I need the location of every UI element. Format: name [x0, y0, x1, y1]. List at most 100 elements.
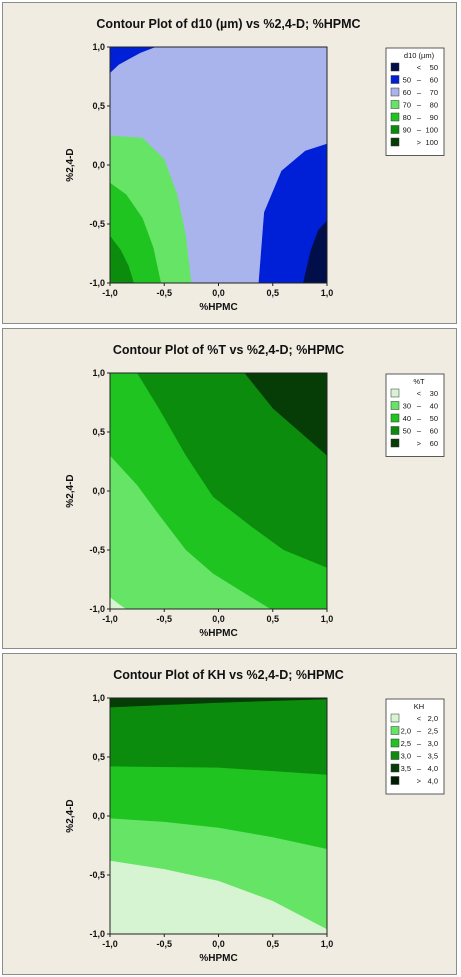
y-tick-label: 0,5: [92, 101, 105, 111]
contour-chart-percent-t: Contour Plot of %T vs %2,4-D; %HPMC-1,0-…: [65, 343, 445, 639]
legend-entry-label: 50: [430, 63, 438, 72]
legend-entry-label: 50: [430, 414, 438, 423]
y-tick-label: -0,5: [89, 870, 105, 880]
y-tick-label: 0,5: [92, 752, 105, 762]
legend-entry-label: 60: [403, 88, 411, 97]
y-axis-label: %2,4-D: [65, 474, 76, 507]
legend-entry-label: 90: [403, 126, 411, 135]
x-tick-label: 0,5: [266, 939, 279, 949]
contour-panel-percent-t: Contour Plot of %T vs %2,4-D; %HPMC -1,0-…: [2, 328, 457, 649]
x-tick-label: -1,0: [102, 288, 118, 298]
legend-entry-label: 80: [403, 113, 411, 122]
legend-swatch: [390, 413, 400, 423]
x-tick-label: -0,5: [156, 939, 172, 949]
legend-entry-label: <: [417, 63, 422, 72]
legend-swatch: [390, 137, 400, 147]
legend-swatch: [390, 713, 400, 723]
contour-region-6: [110, 235, 134, 283]
legend-entry-label: 4,0: [428, 777, 438, 786]
contour-region-2: [258, 143, 327, 283]
legend-entry-label: 80: [430, 101, 438, 110]
y-tick-label: 1,0: [92, 368, 105, 378]
legend-entry-label: –: [417, 764, 422, 773]
legend-entry-label: 60: [430, 427, 438, 436]
legend-entry-label: –: [417, 752, 422, 761]
y-tick-label: -0,5: [89, 545, 105, 555]
legend-entry-label: 70: [430, 88, 438, 97]
legend-entry-label: >: [417, 439, 422, 448]
legend-entry-label: –: [417, 76, 422, 85]
y-tick-label: -1,0: [89, 929, 105, 939]
chart-legend: KH< 2,02,0–2,52,5–3,03,0–3,53,5–4,0> 4,0: [385, 698, 445, 795]
legend-entry-label: 70: [403, 101, 411, 110]
y-tick-label: -1,0: [89, 278, 105, 288]
contour-region-5: [110, 922, 127, 934]
legend-entry-label: 60: [430, 76, 438, 85]
legend-swatch: [390, 426, 400, 435]
legend-entry-label: 40: [403, 414, 411, 423]
chart-title: Contour Plot of KH vs %2,4-D; %HPMC: [113, 668, 344, 682]
contour-region-4: [110, 860, 327, 934]
x-tick-label: -1,0: [102, 614, 118, 624]
legend-entry-label: >: [417, 777, 422, 786]
legend-entry-label: –: [417, 101, 422, 110]
x-tick-label: 0,0: [212, 614, 225, 624]
legend-entry-label: <: [417, 389, 422, 398]
legend-entry-label: –: [417, 414, 422, 423]
legend-entry-label: 4,0: [428, 764, 438, 773]
legend-title: %T: [413, 377, 425, 386]
legend-entry-label: –: [417, 427, 422, 436]
x-tick-label: -1,0: [102, 939, 118, 949]
legend-swatch: [390, 751, 400, 760]
x-tick-label: -0,5: [156, 288, 172, 298]
x-tick-label: -0,5: [156, 614, 172, 624]
y-tick-label: 0,0: [92, 486, 105, 496]
legend-swatch: [390, 87, 400, 97]
chart-title: Contour Plot of %T vs %2,4-D; %HPMC: [113, 343, 344, 357]
legend-swatch: [390, 75, 400, 84]
legend-entry-label: 3,0: [401, 752, 411, 761]
legend-entry-label: 3,5: [428, 752, 438, 761]
legend-entry-label: 50: [403, 427, 411, 436]
x-axis-label: %HPMC: [199, 953, 237, 964]
contour-region-1: [110, 47, 156, 73]
legend-entry-label: 60: [430, 439, 438, 448]
contour-regions: [110, 698, 327, 934]
y-tick-label: -1,0: [89, 604, 105, 614]
contour-region-4: [244, 373, 327, 456]
legend-entry-label: –: [417, 727, 422, 736]
x-tick-label: 0,0: [212, 288, 225, 298]
legend-entry-label: –: [417, 113, 422, 122]
contour-region-2: [110, 455, 271, 609]
legend-entry-label: 100: [425, 126, 438, 135]
y-tick-label: 1,0: [92, 42, 105, 52]
contour-regions: [110, 47, 327, 283]
x-tick-label: 1,0: [321, 288, 334, 298]
legend-swatch: [390, 100, 400, 109]
legend-entry-label: 2,0: [428, 714, 438, 723]
legend-swatch: [390, 776, 400, 785]
x-tick-label: 1,0: [321, 939, 334, 949]
legend-entry-label: 2,5: [401, 739, 411, 748]
legend-entry-label: 100: [425, 138, 438, 147]
legend-entry-label: 90: [430, 113, 438, 122]
contour-chart-kh: Contour Plot of KH vs %2,4-D; %HPMC-1,0-…: [65, 668, 445, 964]
legend-entry-label: 3,5: [401, 764, 411, 773]
chart-title: Contour Plot of d10 (µm) vs %2,4-D; %HPM…: [96, 17, 360, 31]
legend-swatch: [390, 125, 400, 134]
legend-entry-label: –: [417, 88, 422, 97]
contour-panel-d10: Contour Plot of d10 (µm) vs %2,4-D; %HPM…: [2, 2, 457, 324]
legend-entry-label: 2,5: [428, 727, 438, 736]
x-tick-label: 0,5: [266, 614, 279, 624]
y-axis-label: %2,4-D: [65, 148, 76, 181]
legend-swatch: [390, 388, 400, 398]
legend-title: KH: [414, 702, 424, 711]
x-axis-label: %HPMC: [199, 302, 237, 313]
legend-swatch: [390, 112, 400, 122]
legend-entry-label: 50: [403, 76, 411, 85]
contour-panel-kh: Contour Plot of KH vs %2,4-D; %HPMC -1,0-…: [2, 653, 457, 975]
legend-swatch: [390, 738, 400, 748]
legend-entry-label: 30: [403, 402, 411, 411]
contour-region-3: [110, 597, 127, 609]
